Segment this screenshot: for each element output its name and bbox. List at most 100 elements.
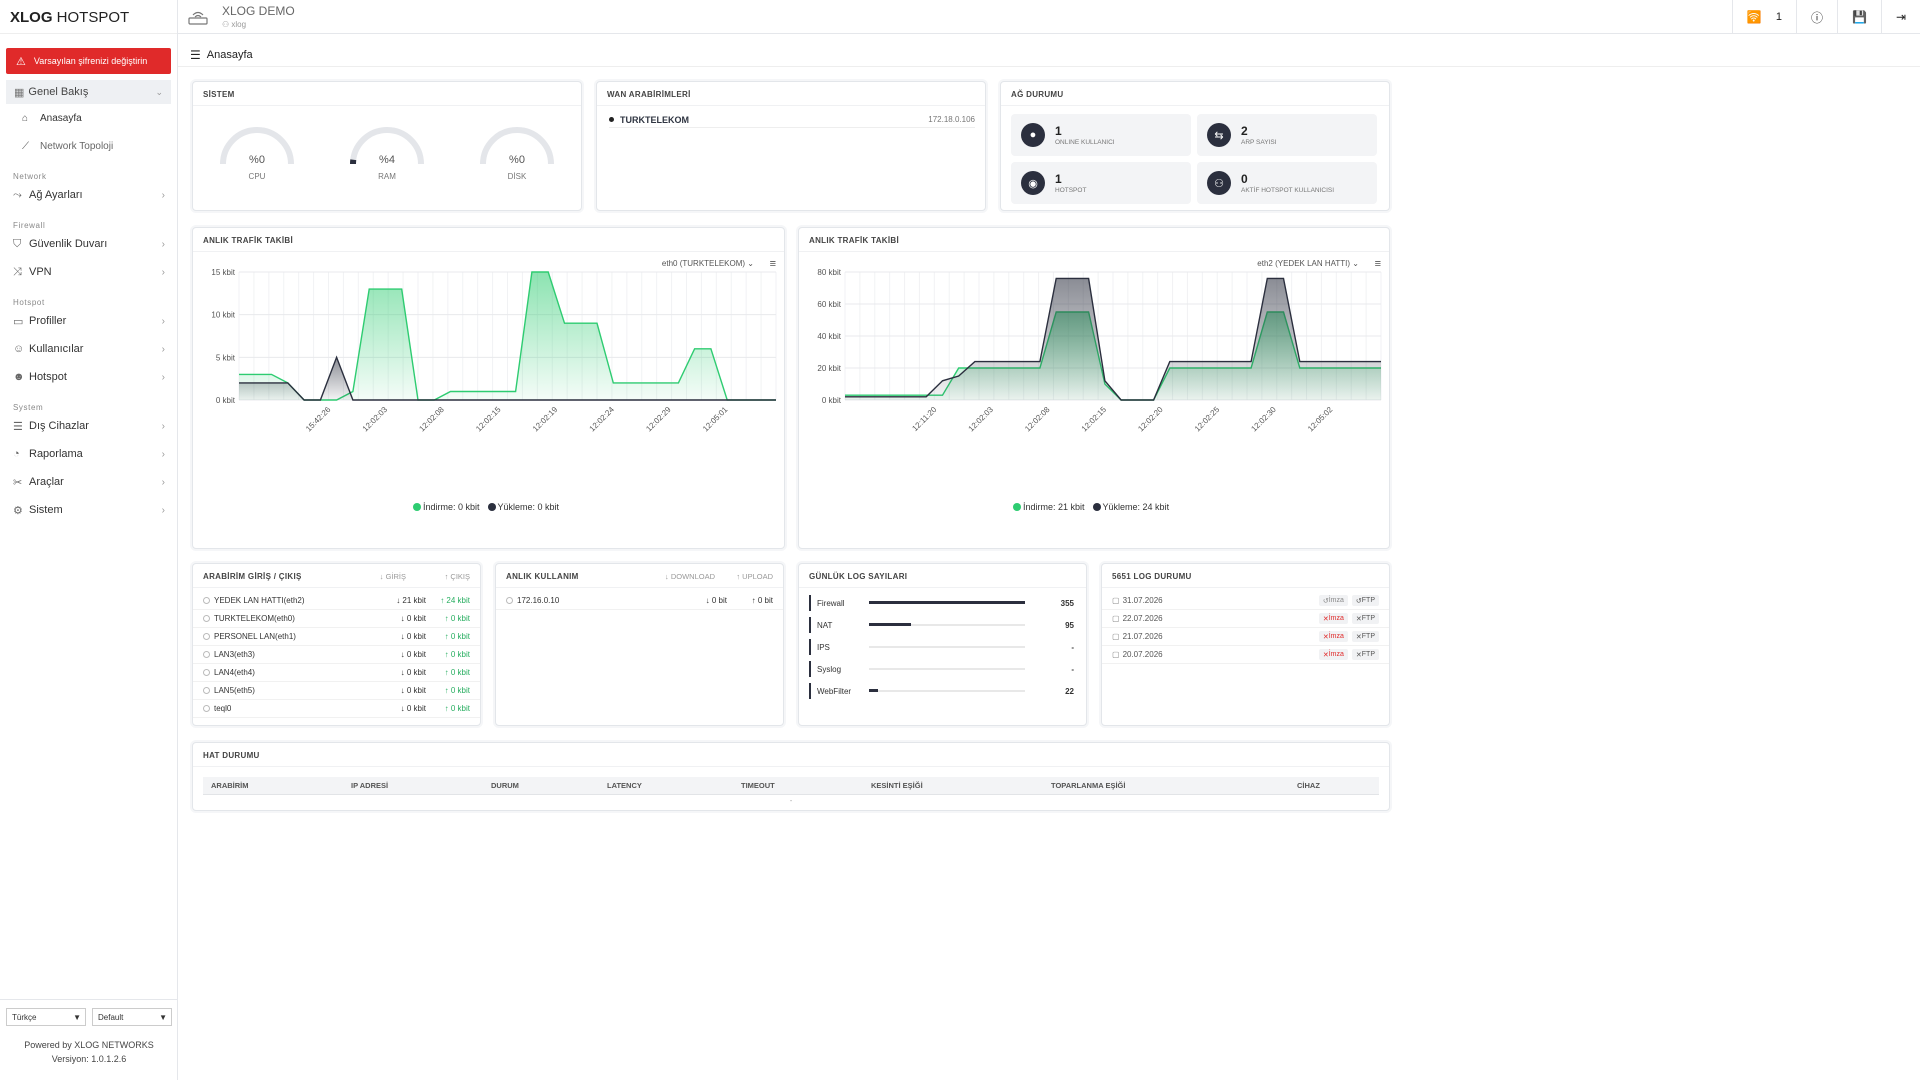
x-tick-label: 12:02:29: [644, 405, 673, 434]
interface-row[interactable]: LAN5(eth5) ↓ 0 kbit ↑ 0 kbit: [193, 682, 480, 700]
log-marker: [809, 661, 811, 677]
log-value: 22: [1065, 686, 1074, 696]
wan-interface-row[interactable]: TURKTELEKOM 172.18.0.106: [609, 112, 975, 128]
menu-toggle-icon[interactable]: ☰: [190, 48, 201, 62]
sidebar-group-genel-bakis[interactable]: ▦ Genel Bakış ⌄: [6, 80, 171, 104]
sidebar-item-kullanicilar[interactable]: ☺ Kullanıcılar ›: [0, 335, 177, 363]
change-password-alert-button[interactable]: ⚠ Varsayılan şifrenizi değiştirin: [6, 48, 171, 74]
interface-name: TURKTELEKOM(eth0): [214, 614, 295, 623]
interface-in: ↓ 0 kbit: [400, 650, 426, 659]
legend-download[interactable]: İndirme: 21 kbit: [1013, 502, 1085, 512]
sidebar-item-vpn[interactable]: ⤨ VPN ›: [0, 258, 177, 286]
interface-row[interactable]: teql0 ↓ 0 kbit ↑ 0 kbit: [193, 700, 480, 718]
column-header[interactable]: TIMEOUT: [741, 781, 775, 790]
log-value: -: [1071, 642, 1074, 652]
legend-download[interactable]: İndirme: 0 kbit: [413, 502, 480, 512]
column-header[interactable]: TOPARLANMA EŞİĞİ: [1051, 781, 1126, 790]
column-header[interactable]: ARABİRİM: [211, 781, 249, 790]
gauge-cpu: %0 CPU: [217, 124, 297, 181]
status-circle-icon: [203, 651, 210, 658]
log-count-list: Firewall 355 NAT 95 IPS - Syslog - WebFilter 22: [799, 588, 1086, 702]
interface-in: ↓ 0 kbit: [400, 668, 426, 677]
legend-upload[interactable]: Yükleme: 24 kbit: [1092, 502, 1169, 512]
interface-row[interactable]: YEDEK LAN HATTI(eth2) ↓ 21 kbit ↑ 24 kbit: [193, 592, 480, 610]
sidebar-item-araclar[interactable]: ✂ Araçlar ›: [0, 468, 177, 496]
tile-number: 0: [1241, 172, 1248, 186]
network-tile[interactable]: ⚇ 0 AKTİF HOTSPOT KULLANICISI: [1197, 162, 1377, 204]
law5651-row: ▢ 20.07.2026 ✕ İmza ✕ FTP: [1102, 646, 1389, 664]
sidebar-item-raporlama[interactable]: ◔ Raporlama ›: [0, 440, 177, 468]
legend-upload[interactable]: Yükleme: 0 kbit: [487, 502, 559, 512]
network-tile[interactable]: ◉ 1 HOTSPOT: [1011, 162, 1191, 204]
log-value: 95: [1065, 620, 1074, 630]
download-header: ↓ DOWNLOAD: [664, 572, 715, 581]
ftp-status-badge[interactable]: ↺ FTP: [1351, 595, 1379, 606]
usage-row[interactable]: 172.16.0.10 ↓ 0 bit ↑ 0 bit: [496, 592, 783, 610]
column-header[interactable]: KESİNTİ EŞİĞİ: [871, 781, 923, 790]
column-header[interactable]: LATENCY: [607, 781, 642, 790]
gauge-arc: [350, 127, 424, 165]
column-header[interactable]: DURUM: [491, 781, 519, 790]
tools-icon: ✂: [13, 476, 23, 489]
wan-ip: 172.18.0.106: [928, 115, 975, 124]
sidebar-item-network-topoloji[interactable]: ⟋ Network Topoloji: [0, 132, 177, 160]
interface-row[interactable]: LAN3(eth3) ↓ 0 kbit ↑ 0 kbit: [193, 646, 480, 664]
interface-in: ↓ 0 kbit: [400, 686, 426, 695]
info-button[interactable]: ⓘ: [1795, 0, 1837, 34]
network-status-card: AĞ DURUMU ● 1 ONLINE KULLANICI ⇆ 2 ARP SAYISI…: [1000, 81, 1390, 211]
imza-status-badge[interactable]: ↺ İmza: [1318, 595, 1348, 606]
log-bar-track: [869, 646, 1025, 648]
sidebar-item-guvenlik-duvari[interactable]: ⛉ Güvenlik Duvarı ›: [0, 230, 177, 258]
imza-status-badge[interactable]: ✕ İmza: [1318, 613, 1348, 624]
interface-name: LAN3(eth3): [214, 650, 255, 659]
y-tick-label: 15 kbit: [211, 268, 235, 277]
column-header[interactable]: CİHAZ: [1297, 781, 1320, 790]
status-circle-icon: [203, 669, 210, 676]
close-icon: ✕: [1355, 633, 1362, 641]
ftp-status-badge[interactable]: ✕ FTP: [1351, 613, 1379, 624]
chart-legend: İndirme: 0 kbit Yükleme: 0 kbit: [413, 502, 559, 512]
interface-select[interactable]: eth0 (TURKTELEKOM) ⌄: [661, 259, 754, 268]
card-title: HAT DURUMU: [193, 743, 1389, 767]
language-select[interactable]: Türkçe ▼: [6, 1008, 86, 1026]
chart-menu-icon[interactable]: ≡: [769, 258, 776, 270]
interface-out: ↑ 0 kbit: [444, 650, 470, 659]
traffic-chart: 15 kbit 10 kbit 5 kbit 0 kbit 15:42:26 12:02:…: [211, 268, 777, 434]
chevron-right-icon: ›: [161, 266, 165, 278]
save-button[interactable]: 💾: [1836, 0, 1881, 34]
sidebar-item-label: Dış Cihazlar: [29, 420, 89, 432]
theme-select[interactable]: Default ▼: [92, 1008, 172, 1026]
chart-menu-icon[interactable]: ≡: [1374, 258, 1381, 270]
sidebar-item-label: Araçlar: [29, 476, 64, 488]
interface-out: ↑ 0 kbit: [444, 686, 470, 695]
router-icon: [188, 11, 208, 25]
network-tile[interactable]: ⇆ 2 ARP SAYISI: [1197, 114, 1377, 156]
interface-name: teql0: [214, 704, 232, 713]
sidebar-item-ag-ayarlari[interactable]: ⤳ Ağ Ayarları ›: [0, 181, 177, 209]
interface-select[interactable]: eth2 (YEDEK LAN HATTI) ⌄: [1257, 259, 1359, 268]
in-header: ↓ GİRİŞ: [379, 572, 406, 581]
sidebar-item-hotspot[interactable]: ☻ Hotspot ›: [0, 363, 177, 391]
sidebar-item-dis-cihazlar[interactable]: ☰ Dış Cihazlar ›: [0, 412, 177, 440]
sidebar-item-sistem[interactable]: ⚙ Sistem ›: [0, 496, 177, 524]
column-header[interactable]: IP ADRESİ: [351, 781, 389, 790]
sidebar-item-profiller[interactable]: ▭ Profiller ›: [0, 307, 177, 335]
sidebar-item-anasayfa[interactable]: ⌂ Anasayfa: [0, 104, 177, 132]
ftp-status-badge[interactable]: ✕ FTP: [1351, 631, 1379, 642]
brand-logo[interactable]: XLOG HOTSPOT: [0, 0, 177, 34]
interface-row[interactable]: PERSONEL LAN(eth1) ↓ 0 kbit ↑ 0 kbit: [193, 628, 480, 646]
usage-list: 172.16.0.10 ↓ 0 bit ↑ 0 bit: [496, 588, 783, 610]
logout-button[interactable]: ⇥: [1880, 0, 1920, 34]
usage-download: ↓ 0 bit: [705, 596, 727, 605]
x-tick-label: 12:02:03: [967, 405, 996, 434]
network-tile[interactable]: ● 1 ONLINE KULLANICI: [1011, 114, 1191, 156]
imza-status-badge[interactable]: ✕ İmza: [1318, 649, 1348, 660]
status-circle-icon: [203, 705, 210, 712]
interface-row[interactable]: TURKTELEKOM(eth0) ↓ 0 kbit ↑ 0 kbit: [193, 610, 480, 628]
imza-status-badge[interactable]: ✕ İmza: [1318, 631, 1348, 642]
gauge-value: %0: [249, 154, 265, 166]
hotspot-users-button[interactable]: 🛜 1: [1731, 0, 1796, 34]
ftp-status-badge[interactable]: ✕ FTP: [1351, 649, 1379, 660]
interface-name: YEDEK LAN HATTI(eth2): [214, 596, 305, 605]
interface-row[interactable]: LAN4(eth4) ↓ 0 kbit ↑ 0 kbit: [193, 664, 480, 682]
